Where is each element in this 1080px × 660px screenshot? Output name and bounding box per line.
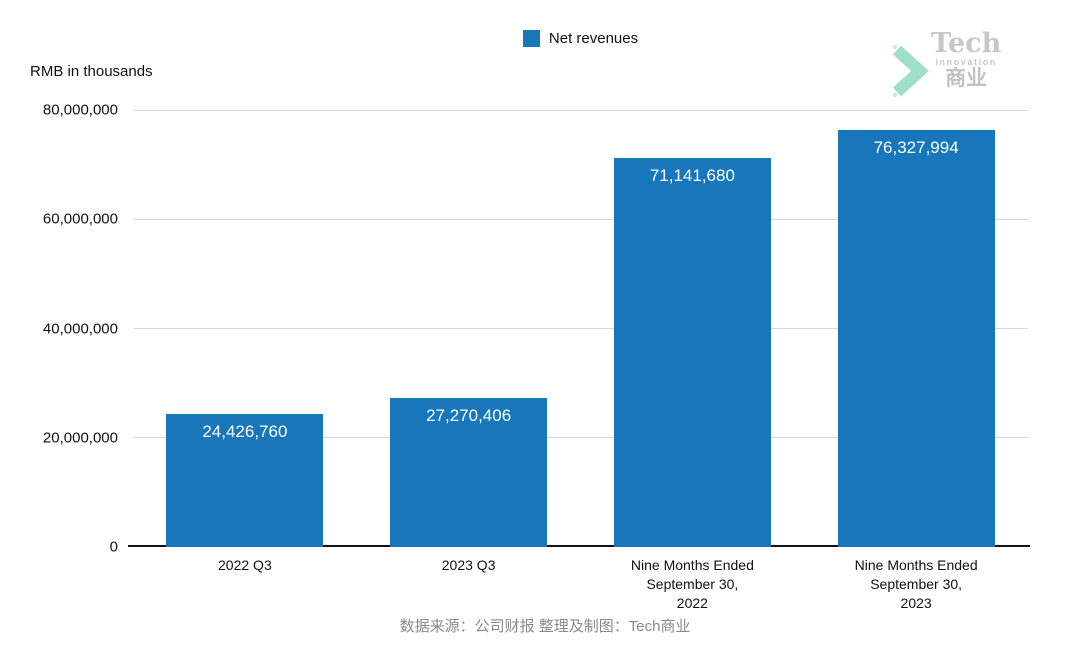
legend-swatch-net-revenues <box>522 30 540 47</box>
logo-cn-label: 商业 <box>945 67 988 90</box>
y-tick-label: 40,000,000 <box>42 320 118 337</box>
chart-legend: Net revenues <box>133 30 1028 47</box>
gridline <box>133 437 1028 439</box>
bar-value-label: 27,270,406 <box>426 406 512 426</box>
bar-value-label: 71,141,680 <box>649 166 735 186</box>
x-category-label: 2023 Q3 <box>441 557 496 573</box>
legend-label-net-revenues: Net revenues <box>548 30 639 47</box>
y-axis-unit-label: RMB in thousands <box>30 63 153 80</box>
bar-2: 27,270,406 <box>390 398 548 547</box>
x-category-label: 2022 Q3 <box>218 557 272 573</box>
y-tick-label: 60,000,000 <box>42 210 118 228</box>
plot-area: 0 20,000,000 40,000,000 60,000,000 80,000,00… <box>43 102 1030 611</box>
bar-value-label: 76,327,994 <box>873 138 959 158</box>
chevron-right-icon <box>892 44 929 98</box>
bar-value-label: 24,426,760 <box>202 421 288 441</box>
logo-subtitle: innovation <box>935 57 997 67</box>
gridline <box>133 218 1028 220</box>
y-tick-label: 0 <box>109 538 118 556</box>
gridline <box>133 109 1028 111</box>
bar-4: 76,327,994 <box>837 130 995 547</box>
bar-3: 71,141,680 <box>613 158 771 547</box>
logo-name: Tech <box>931 28 1002 59</box>
y-tick-label: 80,000,000 <box>42 101 118 119</box>
gridline <box>133 328 1028 329</box>
y-tick-label: 20,000,000 <box>42 429 118 447</box>
x-category-label: Nine Months Ended September 30, 2022 <box>630 557 754 611</box>
x-axis-line <box>128 545 1030 547</box>
x-category-label: Nine Months Ended September 30, 2023 <box>854 557 978 611</box>
logo-text: Tech innovation 商业 <box>931 30 1001 90</box>
tech-innovation-watermark-logo: Tech innovation 商业 <box>890 30 1001 98</box>
source-caption: 数据来源：公司财报 整理及制图：Tech商业 <box>399 618 691 635</box>
bar-1: 24,426,760 <box>166 413 324 547</box>
